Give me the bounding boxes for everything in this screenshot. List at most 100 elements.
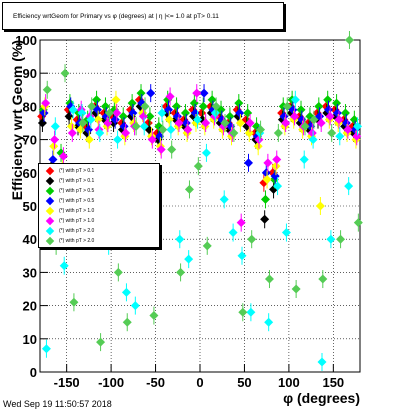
data-point	[193, 115, 203, 125]
data-point	[307, 128, 317, 138]
chart-title: Efficiency wrtGeom for Primary vs φ (deg…	[13, 12, 219, 20]
data-point	[95, 128, 105, 138]
data-point	[344, 181, 354, 191]
data-point	[59, 261, 69, 271]
data-point	[103, 118, 113, 128]
data-point	[166, 125, 176, 135]
data-point	[316, 118, 326, 128]
data-point	[308, 135, 318, 145]
data-point	[86, 115, 96, 125]
data-point	[353, 218, 363, 228]
data-point	[336, 234, 346, 244]
legend-item: (*) with pT > 0.5	[43, 186, 94, 196]
data-point	[273, 128, 283, 138]
legend-marker-icon	[45, 186, 55, 196]
data-point	[323, 95, 333, 105]
data-point	[145, 111, 155, 121]
x-tick-label: 150	[322, 375, 344, 390]
data-point	[189, 98, 199, 108]
legend-marker-icon	[45, 236, 55, 246]
data-point	[314, 101, 324, 111]
data-point	[211, 101, 221, 111]
data-point	[165, 91, 175, 101]
data-point	[340, 108, 350, 118]
y-tick-label: 80	[23, 99, 37, 114]
legend-marker-icon	[45, 166, 55, 176]
x-tick-label: 50	[237, 375, 251, 390]
y-tick-label: 70	[23, 133, 37, 148]
data-point	[68, 105, 78, 115]
data-point	[343, 125, 353, 135]
data-point	[199, 88, 209, 98]
data-point	[113, 267, 123, 277]
legend: (*) with pT > 0.1 (*) with pT > 0.1 (*) …	[38, 163, 160, 248]
data-point	[131, 121, 141, 131]
data-point	[226, 121, 236, 131]
data-point	[193, 161, 203, 171]
data-point	[50, 135, 60, 145]
data-point	[282, 101, 292, 111]
data-point	[235, 118, 245, 128]
data-point	[113, 135, 123, 145]
data-point	[201, 118, 211, 128]
data-point	[139, 121, 149, 131]
data-point	[299, 155, 309, 165]
data-point	[87, 101, 97, 111]
data-point	[111, 95, 121, 105]
data-point	[290, 111, 300, 121]
data-point	[140, 101, 150, 111]
data-point	[176, 267, 186, 277]
data-point	[281, 118, 291, 128]
data-point	[77, 108, 87, 118]
data-point	[92, 95, 102, 105]
data-point	[174, 118, 184, 128]
data-point	[136, 88, 146, 98]
data-point	[264, 274, 274, 284]
data-point	[246, 307, 256, 317]
data-point	[353, 121, 363, 131]
x-tick-label: -150	[54, 375, 80, 390]
data-point	[234, 98, 244, 108]
data-point	[156, 145, 166, 155]
data-point	[260, 214, 270, 224]
data-point	[69, 297, 79, 307]
y-tick-label: 90	[23, 66, 37, 81]
data-point	[50, 121, 60, 131]
data-point	[318, 274, 328, 284]
data-point	[100, 101, 110, 111]
data-point	[67, 128, 77, 138]
data-point	[264, 317, 274, 327]
data-point	[155, 131, 165, 141]
data-point	[84, 135, 94, 145]
data-point	[119, 121, 129, 131]
data-point	[317, 357, 327, 367]
y-tick-label: 40	[23, 232, 37, 247]
data-point	[253, 141, 263, 151]
data-point	[341, 118, 351, 128]
data-point	[121, 287, 131, 297]
data-point	[180, 108, 190, 118]
legend-marker-icon	[45, 176, 55, 186]
data-point	[127, 98, 137, 108]
data-point	[202, 241, 212, 251]
legend-marker-icon	[45, 226, 55, 236]
data-point	[146, 88, 156, 98]
data-point	[243, 158, 253, 168]
data-point	[104, 108, 114, 118]
x-tick-label: -50	[146, 375, 165, 390]
data-point	[349, 115, 359, 125]
data-point	[315, 201, 325, 211]
data-point	[172, 111, 182, 121]
data-point	[279, 111, 289, 121]
data-point	[281, 228, 291, 238]
data-point	[39, 108, 49, 118]
data-point	[260, 194, 270, 204]
legend-item: (*) with pT > 1.0	[43, 216, 94, 226]
data-point	[93, 115, 103, 125]
legend-label: (*) with pT > 1.0	[59, 218, 95, 224]
data-point	[273, 181, 283, 191]
data-point	[325, 111, 335, 121]
data-point	[300, 121, 310, 131]
data-point	[261, 168, 271, 178]
